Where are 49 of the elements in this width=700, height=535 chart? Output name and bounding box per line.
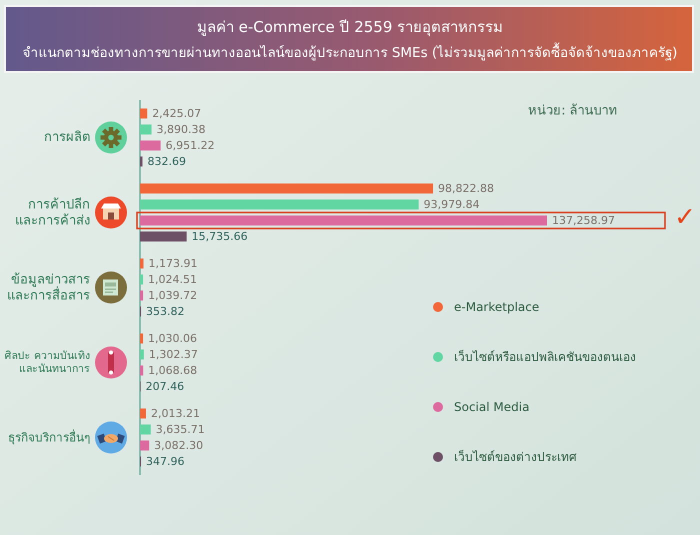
bar [140,366,144,376]
legend-label: เว็บไซต์ของต่างประเทศ [454,449,577,464]
data-label: 2,013.21 [150,407,200,420]
data-label: 3,082.30 [154,439,204,452]
data-label: 98,822.88 [438,182,494,195]
legend-label: e-Marketplace [454,300,540,314]
bar [140,124,152,134]
legend-label: Social Media [454,400,530,414]
bar [140,184,434,194]
data-label: 1,039.72 [148,289,198,302]
y-tick-label: ธุรกิจบริการอื่นๆ [8,430,90,444]
data-label: 353.82 [146,305,185,318]
bar [140,108,148,118]
chart-title: มูลค่า e-Commerce ปี 2559 รายอุตสาหกรรม [196,18,504,37]
data-label: 1,173.91 [148,257,198,270]
data-label: 1,030.06 [148,332,198,345]
y-tick-label: ศิลปะ ความบันเทิง และนันทนาการ [4,350,90,376]
data-label: 3,635.71 [156,423,205,436]
data-label: 6,951.22 [166,139,215,152]
data-label: 832.69 [147,155,186,168]
data-label: 1,024.51 [148,273,198,286]
y-tick-label: การค้าปลีก และการค้าส่ง [15,196,90,228]
annotation: หน่วย: ล้านบาท [528,104,618,118]
data-label: 137,258.97 [552,214,615,227]
data-label: 1,068.68 [148,364,198,377]
bar [140,408,146,418]
data-label: 93,979.84 [424,198,480,211]
bar [140,258,144,268]
bar [140,140,161,150]
data-label: 15,735.66 [192,230,248,243]
y-tick-label: ข้อมูลข่าวสาร และการสื่อสาร [7,272,90,304]
bar [140,216,547,226]
bar [140,440,150,450]
bar [140,350,144,360]
y-tick-label: การผลิต [44,130,90,145]
bar [140,290,144,300]
data-label: 207.46 [146,380,184,393]
bar [140,424,151,434]
legend-label: เว็บไซต์หรือแอปพลิเคชันของตนเอง [454,349,636,364]
data-label: 1,302.37 [148,348,198,361]
chart-subtitle: จำแนกตามช่องทางการขายผ่านทางออนไลน์ของผู้ประกอบการ SMEs (ไม่รวมมูลค่าการจัดซื้อจัดจ้างของภาครัฐ) [22,42,678,61]
data-label: 3,890.38 [156,123,206,136]
bar [140,200,419,210]
data-label: 347.96 [146,455,185,468]
data-label: 2,425.07 [152,107,202,120]
bar [140,274,144,284]
bar [140,334,144,344]
text: ✓ [674,202,696,232]
bar [140,232,187,242]
